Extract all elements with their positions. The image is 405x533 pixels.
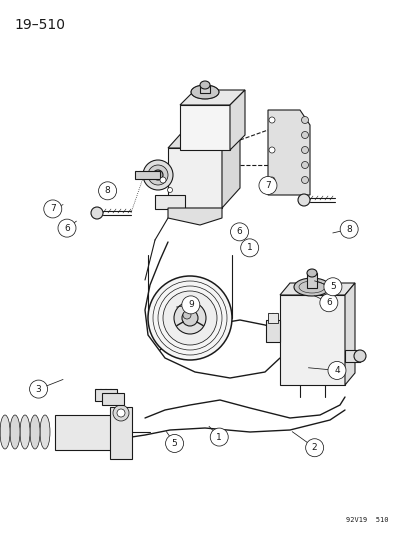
- Circle shape: [117, 409, 125, 417]
- Ellipse shape: [293, 278, 329, 296]
- Bar: [306, 273, 316, 288]
- Text: 5: 5: [329, 282, 335, 291]
- Text: 6: 6: [64, 224, 70, 232]
- Circle shape: [58, 219, 76, 237]
- Bar: [135, 171, 160, 179]
- Circle shape: [30, 380, 47, 398]
- Ellipse shape: [40, 415, 50, 449]
- Circle shape: [301, 176, 308, 183]
- Circle shape: [98, 182, 116, 200]
- Polygon shape: [279, 295, 344, 385]
- Circle shape: [339, 220, 357, 238]
- Circle shape: [297, 194, 309, 206]
- Ellipse shape: [148, 165, 168, 185]
- Circle shape: [301, 117, 308, 124]
- Polygon shape: [179, 90, 244, 105]
- Circle shape: [240, 239, 258, 257]
- Bar: [267, 313, 277, 323]
- Circle shape: [160, 177, 166, 183]
- Text: 6: 6: [325, 298, 331, 307]
- Circle shape: [210, 428, 228, 446]
- Ellipse shape: [143, 160, 173, 190]
- Circle shape: [165, 434, 183, 453]
- Bar: [265, 320, 279, 342]
- Text: 8: 8: [345, 225, 351, 233]
- Ellipse shape: [20, 415, 30, 449]
- Text: 9: 9: [188, 301, 193, 309]
- Circle shape: [181, 310, 198, 326]
- Text: 3: 3: [36, 385, 41, 393]
- Ellipse shape: [10, 415, 20, 449]
- Circle shape: [91, 207, 103, 219]
- Text: 7: 7: [50, 205, 55, 213]
- Ellipse shape: [183, 311, 190, 319]
- Text: 19–510: 19–510: [14, 18, 65, 32]
- Bar: [95, 389, 117, 401]
- Circle shape: [44, 200, 62, 218]
- Text: 6: 6: [236, 228, 242, 236]
- Bar: [102, 393, 124, 405]
- Circle shape: [305, 439, 323, 457]
- Bar: [110, 407, 132, 459]
- Text: 92V19  510: 92V19 510: [345, 517, 388, 523]
- Circle shape: [162, 291, 216, 345]
- Circle shape: [258, 176, 276, 195]
- Circle shape: [148, 276, 231, 360]
- Polygon shape: [168, 148, 222, 208]
- Polygon shape: [267, 110, 309, 195]
- Circle shape: [301, 132, 308, 139]
- Bar: [200, 85, 209, 93]
- Polygon shape: [279, 283, 354, 295]
- Circle shape: [301, 147, 308, 154]
- Text: 2: 2: [311, 443, 317, 452]
- Text: 1: 1: [246, 244, 252, 252]
- Circle shape: [301, 161, 308, 168]
- Polygon shape: [168, 208, 222, 225]
- Bar: [55, 415, 130, 450]
- Text: 1: 1: [216, 433, 222, 441]
- Circle shape: [269, 147, 274, 153]
- Polygon shape: [230, 90, 244, 150]
- Ellipse shape: [30, 415, 40, 449]
- Circle shape: [327, 361, 345, 379]
- Polygon shape: [168, 128, 239, 148]
- Bar: [344, 350, 359, 362]
- Ellipse shape: [306, 269, 316, 277]
- Bar: [155, 195, 185, 209]
- Polygon shape: [344, 283, 354, 385]
- Text: 7: 7: [264, 181, 270, 190]
- Text: 5: 5: [171, 439, 177, 448]
- Ellipse shape: [200, 81, 209, 89]
- Circle shape: [174, 302, 205, 334]
- Circle shape: [113, 405, 129, 421]
- Circle shape: [269, 177, 274, 183]
- Circle shape: [230, 223, 248, 241]
- Circle shape: [269, 117, 274, 123]
- Circle shape: [353, 350, 365, 362]
- Circle shape: [319, 294, 337, 312]
- Text: 8: 8: [104, 187, 110, 195]
- Ellipse shape: [153, 170, 162, 180]
- Text: 4: 4: [333, 366, 339, 375]
- Circle shape: [323, 278, 341, 296]
- Polygon shape: [179, 105, 230, 150]
- Ellipse shape: [190, 85, 218, 99]
- Ellipse shape: [0, 415, 10, 449]
- Polygon shape: [222, 128, 239, 208]
- Circle shape: [181, 296, 199, 314]
- Circle shape: [167, 188, 172, 192]
